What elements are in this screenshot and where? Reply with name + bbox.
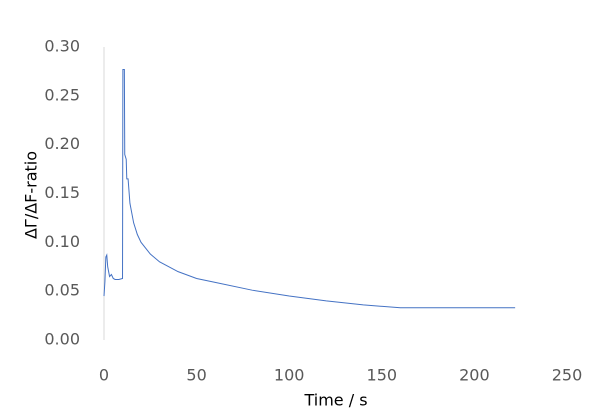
- y-tick-label: 0.30: [44, 37, 80, 56]
- data-line: [103, 68, 516, 309]
- y-tick-label: 0.20: [44, 134, 80, 153]
- x-tick-label: 250: [552, 366, 583, 385]
- y-axis-title: ΔΓ/ΔF-ratio: [22, 151, 41, 239]
- x-axis-title: Time / s: [303, 391, 367, 410]
- x-tick-label: 150: [367, 366, 398, 385]
- x-tick-label: 100: [274, 366, 305, 385]
- y-tick-label: 0.15: [44, 183, 80, 202]
- x-tick-label: 200: [459, 366, 490, 385]
- y-tick-label: 0.05: [44, 281, 80, 300]
- x-tick-label: 50: [186, 366, 206, 385]
- y-tick-label: 0.00: [44, 330, 80, 349]
- y-tick-label: 0.10: [44, 232, 80, 251]
- x-tick-label: 0: [99, 366, 109, 385]
- y-tick-label: 0.25: [44, 85, 80, 104]
